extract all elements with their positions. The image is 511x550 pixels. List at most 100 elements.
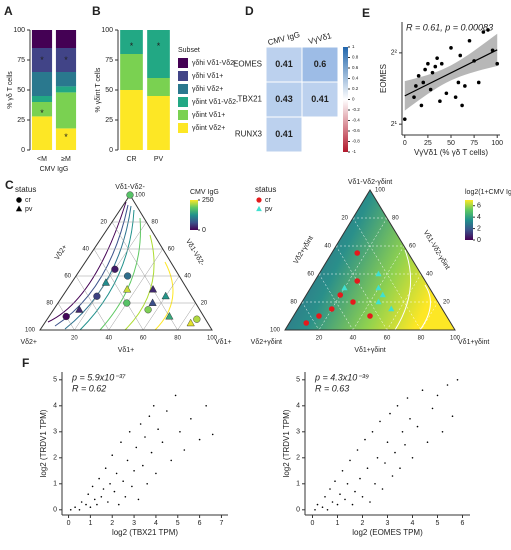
x-tick-label: 0 — [403, 140, 407, 147]
tick-label: 60 — [409, 244, 416, 250]
point — [133, 470, 135, 472]
point — [394, 451, 396, 454]
point — [476, 80, 481, 85]
point — [89, 506, 92, 509]
point — [433, 64, 438, 69]
tick-label: 100 — [270, 328, 281, 334]
point — [364, 438, 366, 441]
bar-segment — [120, 90, 143, 150]
grid-line — [108, 248, 164, 331]
significance-star: * — [40, 108, 44, 118]
point — [486, 28, 490, 32]
point — [472, 59, 476, 63]
point — [157, 428, 159, 431]
legend-swatch — [178, 97, 188, 107]
y-tick-label: 75 — [105, 57, 113, 64]
colorbar-tick-label: 1 — [352, 44, 355, 49]
y-tick-label: 50 — [17, 87, 25, 94]
point — [439, 61, 444, 66]
colorbar-tick-label: 6 — [477, 203, 481, 210]
point — [179, 431, 181, 433]
colorbar-tick-label: 4 — [477, 214, 481, 221]
point — [93, 498, 96, 501]
heatmap-cell — [265, 116, 303, 153]
y-tick-label: 4 — [296, 403, 300, 410]
bar-segment — [55, 30, 77, 48]
point — [376, 457, 379, 459]
legend-swatch — [178, 71, 188, 81]
point — [111, 454, 114, 457]
point — [91, 485, 94, 488]
annotation: p = 5.9x10⁻³⁷ — [71, 372, 126, 382]
point — [107, 501, 109, 503]
grid-line — [386, 273, 422, 331]
legend-title: Subset — [178, 47, 200, 54]
x-tick-label: 1 — [336, 520, 340, 527]
tick-label: 20 — [71, 336, 78, 342]
tick-label: 40 — [82, 247, 89, 253]
legend-swatch — [178, 84, 188, 94]
point — [375, 298, 382, 305]
bar-segment — [55, 86, 77, 93]
bar-segment — [120, 30, 143, 54]
row-label: EOMES — [233, 60, 262, 69]
grid-line — [93, 248, 144, 331]
colorbar-tick-label: 0 — [352, 97, 355, 102]
legend-symbol — [15, 205, 23, 212]
legend-symbol — [256, 205, 262, 212]
bar-segment — [147, 78, 170, 96]
point — [122, 480, 124, 483]
colorbar-title: CMV IgG — [190, 189, 219, 196]
point — [401, 431, 404, 433]
tick-label: 20 — [341, 216, 348, 222]
y-tick-label: 1 — [296, 481, 300, 488]
legend-label: γδint Vδ2+ — [192, 125, 225, 132]
point — [386, 441, 389, 444]
point — [379, 291, 386, 298]
point — [101, 278, 110, 286]
point — [411, 457, 414, 459]
point — [438, 99, 442, 104]
heatmap-cell — [301, 81, 339, 118]
point — [109, 483, 111, 485]
significance-star: * — [130, 41, 134, 51]
panel-letter: B — [92, 4, 101, 18]
colorbar — [343, 47, 348, 152]
point — [331, 501, 334, 503]
point — [371, 431, 374, 433]
legend-title: status — [255, 185, 276, 194]
colorbar-title: log2(1+CMV IgG) — [465, 189, 511, 196]
vertex-label: Vδ1-Vδ2- — [115, 184, 145, 191]
point — [431, 407, 434, 410]
point — [98, 477, 100, 480]
point — [205, 405, 207, 407]
point — [367, 313, 373, 319]
vertex-label: Vδ2+γδint — [251, 339, 282, 346]
point — [361, 496, 364, 498]
y-tick-label: 4 — [53, 403, 57, 410]
panel-letter: F — [22, 356, 29, 370]
point — [369, 501, 371, 503]
point — [62, 312, 70, 321]
point — [316, 503, 319, 506]
x-tick-label: 3 — [386, 520, 390, 527]
colorbar-tick-label: 2 — [477, 225, 481, 232]
point — [123, 299, 131, 307]
column-label: VγVδ1 — [307, 31, 333, 46]
legend-label: γδhi Vδ2+ — [192, 86, 223, 93]
tick-label: 80 — [392, 216, 399, 222]
y-tick-label: 3 — [296, 429, 300, 436]
point — [183, 449, 186, 451]
y-tick-label: 2¹ — [391, 121, 398, 128]
cell-value: 0.6 — [314, 59, 327, 69]
point — [453, 95, 458, 99]
x-tick-label: 6 — [461, 520, 465, 527]
point — [414, 84, 418, 88]
point — [69, 509, 72, 511]
tick-label: 60 — [64, 274, 71, 280]
tick-label: 60 — [384, 336, 391, 342]
x-tick-label: 5 — [176, 520, 180, 527]
vertex-label: Vδ1+ — [215, 339, 232, 346]
point — [170, 459, 173, 462]
tick-label: 20 — [100, 220, 107, 226]
